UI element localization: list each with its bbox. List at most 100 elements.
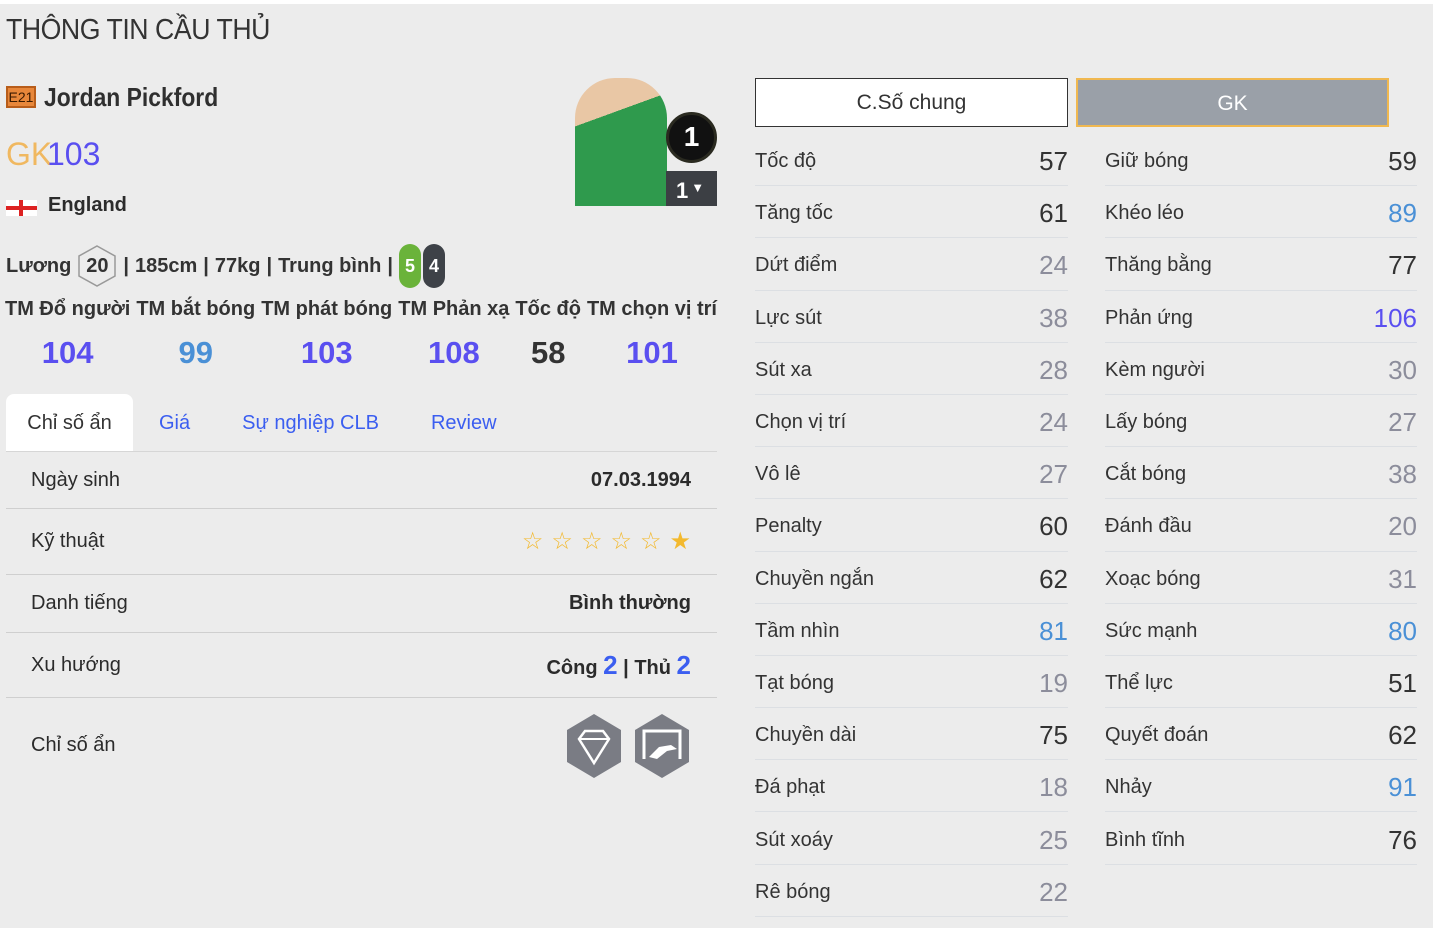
stat-value: 59 [1388, 146, 1417, 177]
upgrade-level-dropdown[interactable]: 1 ▼ [666, 171, 717, 206]
caret-down-icon: ▼ [691, 180, 705, 195]
row-hidden-stats: Chỉ số ẩn [6, 698, 717, 793]
stat-label: Xoạc bóng [1105, 567, 1201, 590]
stat-row: Sút xa 28 [755, 343, 1068, 395]
stat-label: Chuyền ngắn [755, 567, 874, 590]
star-empty-icon: ☆ [580, 528, 603, 555]
stat-value: 76 [1388, 824, 1417, 855]
stat-label: Vô lê [755, 463, 801, 486]
stat-label: Giữ bóng [1105, 150, 1189, 173]
info-tabs: Chỉ số ẩn Giá Sự nghiệp CLB Review [6, 394, 717, 452]
attack-label: Công [546, 656, 598, 679]
headline-stat-label: TM Đổ người [5, 298, 131, 320]
stat-row: Khéo léo 89 [1105, 186, 1417, 239]
tab-2[interactable]: Sự nghiệp CLB [242, 412, 379, 434]
birth-value: 07.03.1994 [590, 468, 691, 491]
stat-value: 22 [1039, 876, 1068, 907]
goalkeeper-dive-icon[interactable] [633, 713, 691, 779]
body-type: Trung bình [278, 254, 382, 277]
tab-3[interactable]: Review [430, 412, 497, 434]
stat-row: Đánh đầu 20 [1105, 499, 1417, 552]
salary-value: 20 [86, 254, 109, 277]
stat-label: Đá phạt [755, 776, 826, 799]
stat-label: Tăng tốc [755, 202, 833, 225]
headline-stat-value: 99 [178, 335, 214, 370]
stat-tab-1[interactable]: GK [1076, 78, 1389, 127]
stat-value: 91 [1388, 772, 1417, 803]
stat-label: Rê bóng [755, 880, 831, 903]
stat-row: Bình tĩnh 76 [1105, 812, 1417, 865]
stat-label: Quyết đoán [1105, 724, 1209, 747]
headline-stat-value: 101 [626, 335, 678, 370]
stat-tab-0[interactable]: C.Số chung [755, 78, 1068, 127]
stat-row: Đá phạt 18 [755, 760, 1068, 813]
headline-stat: TM chọn vị trí 101 [587, 298, 717, 371]
page-title: THÔNG TIN CẦU THỦ [6, 14, 270, 46]
headline-stat-value: 108 [427, 335, 480, 370]
tab-0[interactable]: Chỉ số ẩn [6, 394, 133, 451]
headline-stat-label: TM chọn vị trí [586, 298, 717, 320]
stat-label: Tầm nhìn [755, 619, 840, 642]
headline-stat-value: 103 [300, 335, 353, 370]
weight: 77kg [214, 254, 261, 277]
stat-value: 20 [1388, 511, 1417, 542]
stat-row: Dứt điểm 24 [755, 238, 1068, 291]
stat-value: 30 [1388, 354, 1417, 385]
headline-stat-value: 104 [41, 335, 94, 370]
stat-value: 38 [1388, 459, 1417, 490]
stat-value: 81 [1039, 615, 1068, 646]
stats-column-left: Tốc độ 57 Tăng tốc 61 Dứt điểm 24 Lực sút 38 Sút… [755, 134, 1068, 917]
stat-label: Dứt điểm [755, 254, 838, 277]
headline-stat: TM phát bóng 103 [261, 298, 392, 371]
stat-value: 89 [1388, 198, 1417, 229]
stat-value: 57 [1039, 146, 1068, 177]
stat-row: Nhảy 91 [1105, 760, 1417, 813]
salary-badge: 20 [77, 244, 117, 288]
hidden-label: Chỉ số ẩn [31, 734, 116, 756]
right-foot-icon: 4 [422, 244, 445, 288]
defense-label: Thủ [634, 656, 671, 679]
stat-label: Tạt bóng [755, 671, 834, 694]
player-position: GK [6, 136, 53, 172]
headline-stat: TM bắt bóng 99 [136, 298, 255, 371]
stat-value: 106 [1373, 302, 1417, 333]
tab-1[interactable]: Giá [159, 412, 191, 434]
stat-label: Chuyền dài [755, 724, 857, 747]
player-country: England [48, 194, 127, 216]
headline-stat-label: TM phát bóng [261, 298, 393, 320]
stats-column-right: Giữ bóng 59 Khéo léo 89 Thăng bằng 77 Phản ứng… [1105, 134, 1417, 865]
stat-value: 27 [1039, 459, 1068, 490]
stat-row: Sút xoáy 25 [755, 812, 1068, 865]
skill-label: Kỹ thuật [31, 530, 105, 552]
stat-row: Tăng tốc 61 [755, 186, 1068, 239]
shirt-number: 1 [666, 112, 717, 163]
fame-label: Danh tiếng [31, 592, 128, 614]
stat-label: Kèm người [1105, 358, 1205, 381]
stat-row: Tạt bóng 19 [755, 656, 1068, 709]
stat-value: 61 [1039, 198, 1068, 229]
row-birthdate: Ngày sinh 07.03.1994 [6, 452, 717, 509]
stat-value: 25 [1039, 824, 1068, 855]
headline-stat-value: 58 [530, 335, 566, 370]
player-photo [575, 78, 667, 206]
diamond-icon[interactable] [565, 713, 623, 779]
birth-label: Ngày sinh [31, 468, 120, 491]
stat-value: 31 [1388, 563, 1417, 594]
stat-label: Bình tĩnh [1105, 828, 1186, 851]
stat-label: Phản ứng [1105, 306, 1193, 329]
star-empty-icon: ☆ [639, 528, 662, 555]
stat-row: Quyết đoán 62 [1105, 708, 1417, 761]
player-name: Jordan Pickford [44, 82, 242, 113]
stat-row: Kèm người 30 [1105, 343, 1417, 395]
star-empty-icon: ☆ [610, 528, 632, 555]
stat-label: Sút xa [755, 358, 812, 381]
star-empty-icon: ☆ [551, 528, 573, 555]
stat-label: Đánh đầu [1105, 515, 1192, 538]
stat-row: Chuyền ngắn 62 [755, 552, 1068, 604]
defense-value: 2 [676, 649, 691, 680]
fame-value: Bình thường [568, 592, 691, 614]
season-badge: E21 [6, 86, 36, 108]
stat-label: Khéo léo [1105, 202, 1184, 225]
stat-value: 24 [1039, 407, 1068, 438]
stat-row: Tầm nhìn 81 [755, 604, 1068, 656]
